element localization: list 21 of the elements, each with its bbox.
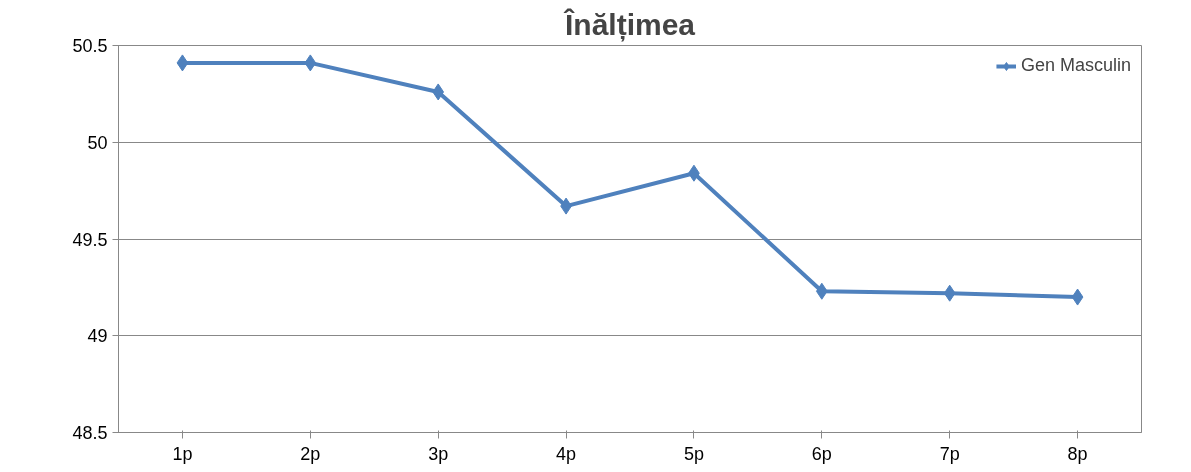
x-tick-label: 3p <box>428 443 449 464</box>
x-tick-label: 1p <box>172 443 193 464</box>
point <box>304 54 317 72</box>
y-tick-label: 50 <box>87 132 108 153</box>
y-tick-label: 48.5 <box>72 423 108 443</box>
point <box>815 282 828 300</box>
point <box>943 284 956 302</box>
point <box>432 83 445 101</box>
x-tick-label: 5p <box>683 443 704 464</box>
point <box>1071 288 1084 306</box>
legend-label: Gen Masculin <box>1020 55 1131 76</box>
x-tick-label: 7p <box>939 443 960 464</box>
y-tick-label: 49 <box>87 326 108 347</box>
y-tick-label: 49.5 <box>72 229 108 250</box>
x-tick-label: 6p <box>811 443 832 464</box>
chart-title: Înălțimea <box>562 7 696 42</box>
point <box>176 54 189 72</box>
x-tick-label: 2p <box>300 443 321 464</box>
y-tick-label: 50.5 <box>72 36 108 56</box>
x-tick-label: 4p <box>556 443 577 464</box>
x-tick-label: 8p <box>1067 443 1088 464</box>
